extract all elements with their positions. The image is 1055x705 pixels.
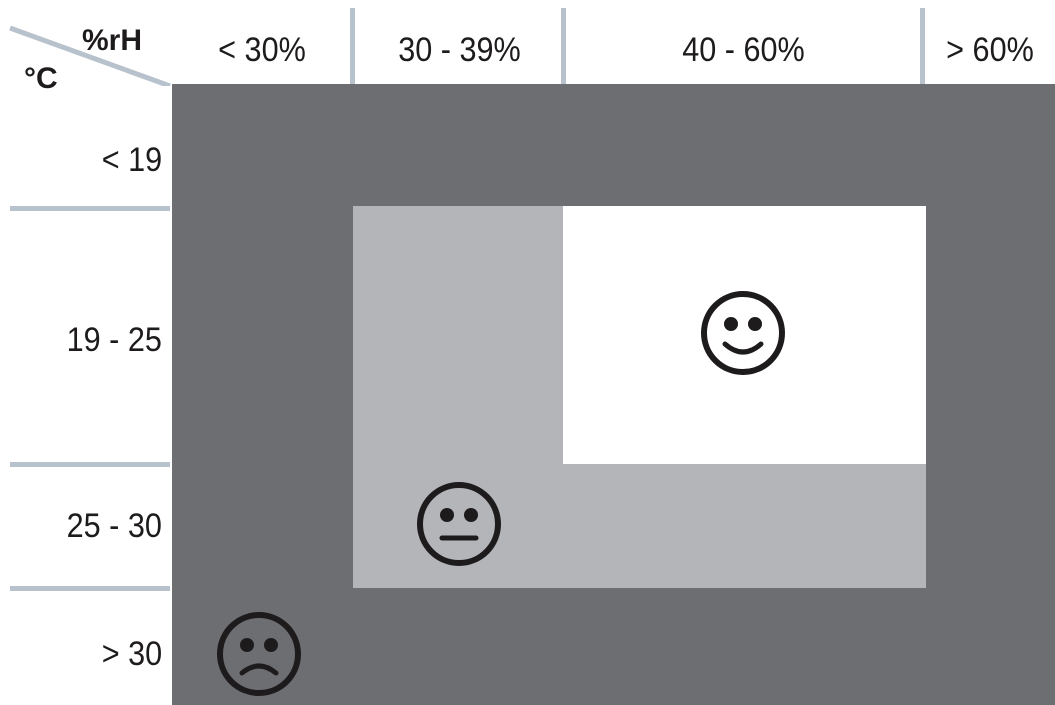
sad-face-icon: [217, 612, 301, 696]
corner-diagonal: [9, 25, 171, 89]
row-separator: [10, 206, 170, 211]
neutral-face-icon: [417, 482, 501, 566]
column-separator: [920, 8, 925, 84]
temperature-unit-label: °C: [24, 62, 58, 95]
column-separator: [561, 8, 566, 84]
column-header-30-39: 30 - 39%: [398, 31, 521, 69]
row-label-over-30: > 30: [101, 635, 162, 673]
happy-face-icon: [701, 291, 785, 375]
row-separator: [10, 586, 170, 591]
column-separator: [350, 8, 355, 84]
zone-good: [563, 206, 926, 464]
column-header-under-30: < 30%: [218, 31, 306, 69]
row-label-under-19: < 19: [101, 141, 162, 179]
row-label-25-30: 25 - 30: [66, 507, 162, 545]
row-separator: [10, 462, 170, 467]
corner-cell: %rH °C: [0, 0, 172, 94]
humidity-unit-label: %rH: [82, 24, 143, 57]
column-header-40-60: 40 - 60%: [682, 31, 805, 69]
row-label-19-25: 19 - 25: [66, 321, 162, 359]
column-header-over-60: > 60%: [946, 31, 1034, 69]
